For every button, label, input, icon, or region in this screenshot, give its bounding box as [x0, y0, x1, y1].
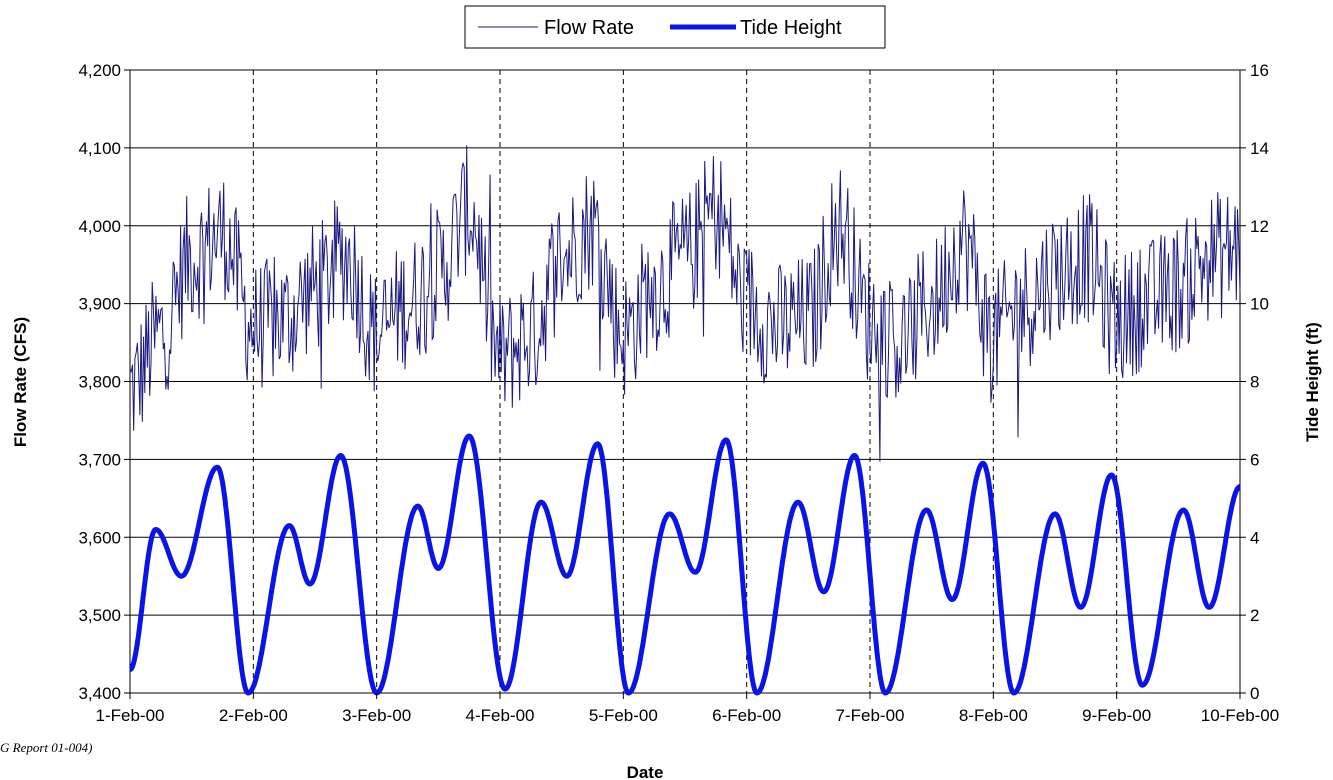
axis-ticks: 3,400 0 3,500 2 3,600 4 3,700 6 3,800 8 3,900 10 4,0… [78, 61, 1279, 725]
y-axis-title-right: Tide Height (ft) [1303, 322, 1322, 442]
series-line-tide-height [128, 433, 1242, 696]
y-tick-label-left: 3,900 [78, 295, 121, 314]
x-tick-label: 6-Feb-00 [712, 706, 781, 725]
footnote: G Report 01-004) [0, 740, 93, 755]
y-tick-label-left: 3,600 [78, 528, 121, 547]
x-axis-title: Date [627, 763, 664, 780]
x-tick-label: 3-Feb-00 [342, 706, 411, 725]
y-tick-label-right: 14 [1250, 139, 1269, 158]
y-tick-label-right: 6 [1250, 450, 1259, 469]
legend-label-flow: Flow Rate [544, 17, 634, 39]
y-tick-label-left: 3,500 [78, 606, 121, 625]
x-tick-label: 7-Feb-00 [836, 706, 905, 725]
x-tick-label: 8-Feb-00 [959, 706, 1028, 725]
y-tick-label-left: 3,400 [78, 684, 121, 703]
y-tick-label-right: 2 [1250, 606, 1259, 625]
x-tick-label: 4-Feb-00 [466, 706, 535, 725]
x-tick-label: 5-Feb-00 [589, 706, 658, 725]
y-tick-label-left: 4,200 [78, 61, 121, 80]
y-tick-label-left: 4,000 [78, 217, 121, 236]
x-tick-label: 9-Feb-00 [1082, 706, 1151, 725]
legend-label-tide: Tide Height [740, 17, 842, 39]
x-tick-label: 10-Feb-00 [1201, 706, 1279, 725]
x-tick-label: 2-Feb-00 [219, 706, 288, 725]
y-tick-label-right: 4 [1250, 528, 1259, 547]
y-tick-label-left: 3,700 [78, 450, 121, 469]
y-tick-label-left: 3,800 [78, 373, 121, 392]
y-tick-label-right: 12 [1250, 217, 1269, 236]
legend: Flow Rate Tide Height [464, 5, 886, 49]
series-layer [128, 145, 1242, 696]
y-axis-title-left: Flow Rate (CFS) [11, 317, 30, 447]
series-line-flow-rate [129, 145, 1241, 462]
x-tick-label: 1-Feb-00 [96, 706, 165, 725]
y-tick-label-right: 8 [1250, 373, 1259, 392]
y-tick-label-right: 10 [1250, 295, 1269, 314]
y-tick-label-right: 0 [1250, 684, 1259, 703]
y-tick-label-right: 16 [1250, 61, 1269, 80]
y-tick-label-left: 4,100 [78, 139, 121, 158]
